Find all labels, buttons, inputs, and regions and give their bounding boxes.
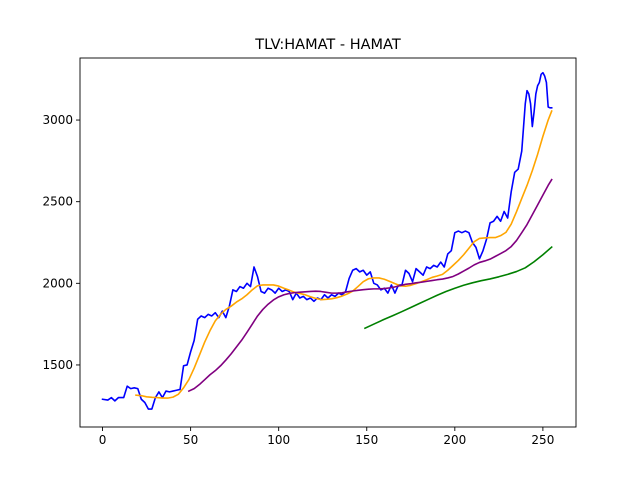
plot-frame — [79, 57, 577, 428]
x-tick-label: 150 — [355, 433, 378, 447]
series-layer — [101, 71, 553, 410]
series-line-2 — [135, 110, 553, 399]
chart-title: TLV:HAMAT - HAMAT — [254, 37, 401, 53]
series-line-3 — [187, 178, 553, 393]
axes-layer: 0 50 100 150 200 250 1500 2000 2500 3000 — [42, 57, 577, 447]
y-tick-label: 3000 — [42, 113, 73, 127]
series-line-1 — [101, 71, 553, 410]
x-tick-label: 0 — [99, 433, 107, 447]
x-tick-label: 100 — [267, 433, 290, 447]
x-tick-label: 250 — [531, 433, 554, 447]
x-tick-label: 50 — [183, 433, 198, 447]
x-tick-label: 200 — [443, 433, 466, 447]
y-tick-label: 1500 — [42, 358, 73, 372]
series-line-4 — [363, 245, 553, 330]
y-tick-label: 2000 — [42, 276, 73, 290]
y-tick-label: 2500 — [42, 195, 73, 209]
